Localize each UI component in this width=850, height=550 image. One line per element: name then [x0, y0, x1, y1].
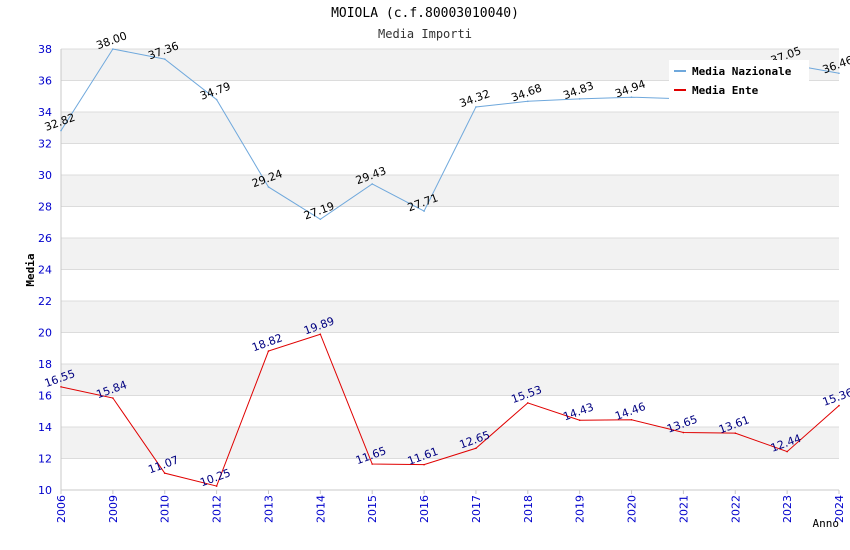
y-tick-label: 34 [38, 106, 52, 119]
x-tick-label: 2016 [418, 495, 431, 523]
legend-item-nazionale: Media Nazionale [674, 64, 791, 78]
grid-band [61, 427, 839, 459]
legend-label-nazionale: Media Nazionale [692, 64, 792, 78]
y-tick-label: 30 [38, 169, 52, 182]
x-tick-label: 2006 [55, 495, 68, 523]
legend-label-ente: Media Ente [692, 83, 759, 97]
data-point [60, 386, 62, 388]
data-point [682, 431, 685, 434]
y-tick-label: 28 [38, 201, 52, 214]
chart-title: MOIOLA (c.f.80003010040) [331, 6, 519, 21]
x-tick-label: 2017 [470, 495, 483, 523]
legend-item-ente: Media Ente [674, 83, 758, 97]
x-tick-label: 2022 [729, 495, 742, 523]
data-point [527, 100, 529, 103]
y-tick-label: 10 [38, 484, 52, 497]
data-point [371, 183, 374, 185]
y-tick-label: 36 [38, 75, 52, 88]
grid-band [61, 175, 839, 207]
x-tick-label: 2019 [574, 495, 587, 523]
grid-band [61, 301, 839, 333]
data-label: 34.32 [458, 87, 492, 110]
legend-swatch-nazionale [674, 70, 686, 72]
data-label: 34.79 [198, 80, 232, 103]
chart-legend: Media Nazionale Media Ente [669, 60, 809, 104]
x-axis-title: Anno [813, 517, 840, 530]
y-tick-label: 22 [38, 295, 52, 308]
y-tick-label: 38 [38, 43, 52, 56]
y-tick-label: 12 [38, 453, 52, 466]
y-tick-label: 32 [38, 138, 52, 151]
y-tick-label: 26 [38, 232, 52, 245]
series-line-ente [60, 333, 840, 487]
x-tick-label: 2020 [626, 495, 639, 523]
data-point [112, 397, 114, 399]
data-point [215, 485, 218, 487]
data-point [578, 419, 581, 422]
data-point [527, 402, 529, 404]
x-tick-label: 2010 [159, 495, 172, 523]
data-point [163, 58, 166, 60]
x-tick-label: 2023 [781, 495, 794, 523]
y-tick-label: 16 [38, 390, 52, 403]
data-point [423, 463, 425, 466]
grid-band [61, 112, 839, 144]
y-axis-title: Media [24, 253, 37, 286]
x-tick-label: 2021 [677, 495, 690, 523]
data-point [267, 350, 270, 352]
data-point [578, 98, 581, 100]
x-tick-label: 2012 [211, 495, 224, 523]
data-label: 18.82 [250, 331, 284, 354]
grid-band [61, 364, 839, 396]
x-tick-label: 2009 [107, 495, 120, 523]
data-point [319, 333, 322, 336]
data-point [786, 450, 788, 453]
chart-subtitle: Media Importi [378, 27, 472, 41]
y-tick-label: 18 [38, 358, 52, 371]
data-point [475, 106, 477, 108]
data-point [630, 418, 633, 421]
x-tick-label: 2013 [262, 495, 275, 523]
legend-swatch-ente [674, 89, 686, 91]
y-tick-label: 20 [38, 327, 52, 340]
y-tick-label: 14 [38, 421, 52, 434]
data-point [267, 186, 270, 188]
data-point [475, 447, 477, 450]
x-tick-label: 2024 [833, 495, 846, 523]
data-point [60, 129, 62, 132]
data-point [112, 48, 114, 50]
data-point [838, 404, 840, 407]
x-tick-label: 2014 [314, 495, 327, 523]
data-point [630, 96, 633, 98]
grid-band [61, 238, 839, 270]
data-point [371, 463, 374, 465]
data-point [838, 72, 840, 75]
data-point [734, 432, 737, 434]
x-tick-label: 2015 [366, 495, 379, 523]
x-tick-label: 2018 [522, 495, 535, 523]
data-point [215, 98, 218, 101]
y-tick-label: 24 [38, 264, 52, 277]
data-point [423, 210, 425, 212]
data-point [319, 218, 322, 221]
data-point [163, 472, 166, 474]
